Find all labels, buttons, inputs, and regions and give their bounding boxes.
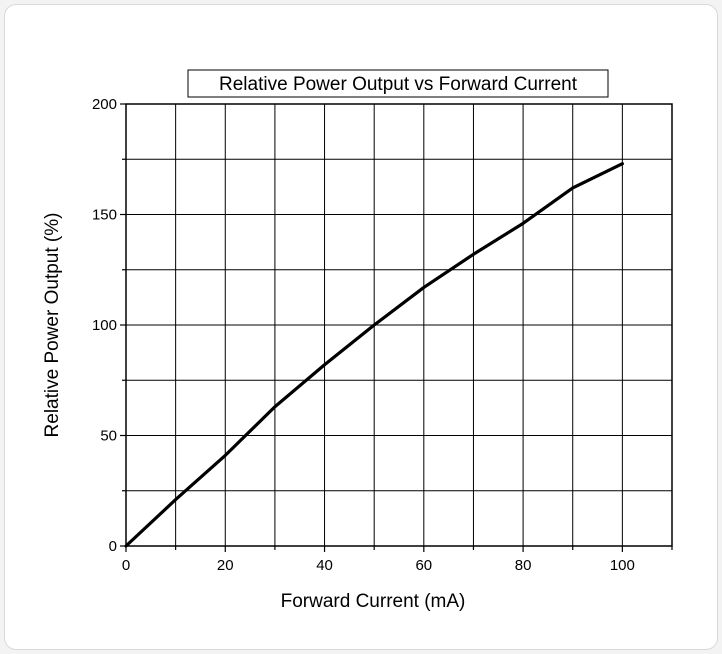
x-tick-label: 20 [217, 557, 234, 574]
y-tick-label: 150 [92, 207, 117, 224]
x-tick-label: 100 [610, 557, 635, 574]
x-tick-labels: 0 20 40 60 80 100 [122, 557, 635, 574]
y-tick-label: 0 [109, 538, 117, 555]
chart-title-box [187, 69, 609, 98]
chart-title: Relative Power Output vs Forward Current [219, 74, 578, 95]
x-tick-label: 0 [122, 557, 130, 574]
grid-lines [126, 104, 672, 546]
series-line [124, 162, 624, 548]
y-tick-label: 100 [92, 317, 117, 334]
x-tick-label: 60 [415, 557, 432, 574]
y-tick-labels: 0 50 100 150 200 [92, 96, 117, 555]
y-axis-title: Relative Power Output (%) [42, 213, 63, 438]
x-axis-title: Forward Current (mA) [281, 591, 466, 612]
x-tick-label: 40 [316, 557, 333, 574]
series-layer [124, 162, 624, 548]
y-tick-label: 200 [92, 96, 117, 113]
x-tick-label: 80 [515, 557, 532, 574]
chart-card [4, 4, 718, 650]
y-tick-label: 50 [100, 428, 117, 445]
tick-marks [120, 103, 673, 552]
